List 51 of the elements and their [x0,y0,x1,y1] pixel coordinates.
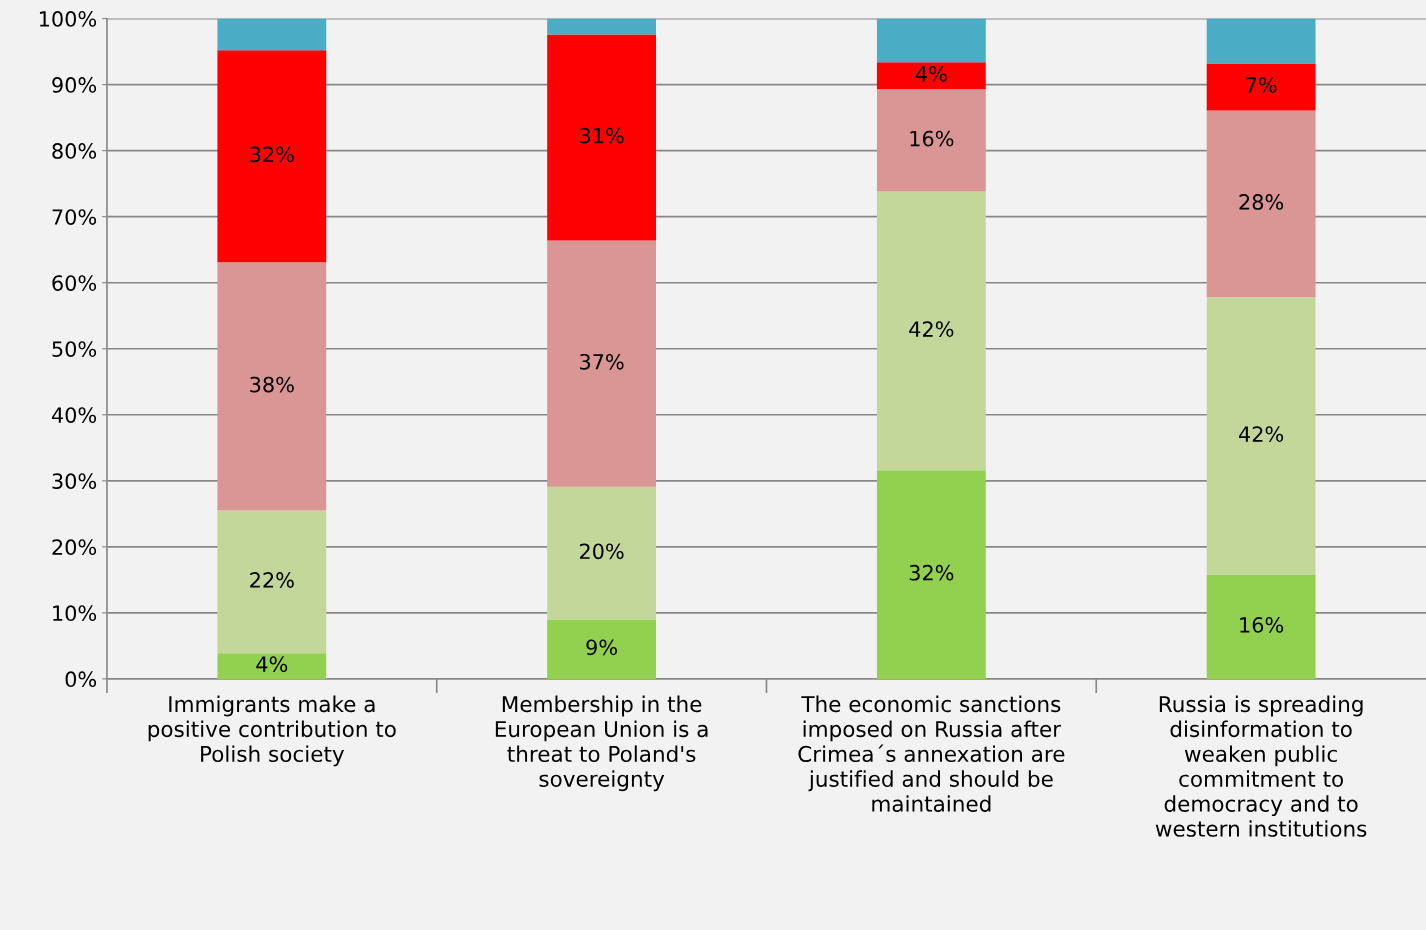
x-tick-label: Immigrants make a positive contribution to Polish society [148,695,396,767]
data-label: 42% [1238,426,1284,442]
data-label: 4% [256,656,288,673]
data-label: 9% [586,639,617,656]
data-label: 22% [250,572,294,588]
y-tick-label: 40% [51,407,97,423]
x-tick-label: Membership in the European Union is a threat to Poland's sovereignty [495,695,708,792]
bar [547,619,656,679]
bar [1206,110,1316,298]
data-label: 38% [250,376,294,393]
bar [1206,18,1316,64]
data-label: 4% [915,66,947,82]
y-tick-label: 50% [52,341,97,357]
data-label: 16% [1240,617,1284,633]
bar [1206,297,1316,575]
bar [876,191,986,471]
bar [217,262,327,511]
bar [547,34,656,241]
y-tick-label: 30% [52,473,97,490]
bar [876,470,986,679]
bar [217,653,327,679]
data-label: 31% [580,127,624,144]
y-tick-label: 10% [53,605,97,622]
y-tick-label: 90% [52,77,97,93]
bar [876,18,986,63]
bar [1206,63,1316,111]
bar [876,62,986,90]
bar [217,18,327,51]
data-label: 32% [909,564,954,581]
y-tick-label: 60% [52,275,97,291]
y-tick-label: 0% [65,671,97,688]
y-tick-label: 20% [52,539,97,556]
data-label: 42% [909,321,954,337]
data-label: 7% [1246,77,1277,93]
y-tick-label: 70% [52,209,97,225]
bar [217,510,327,654]
bar [217,50,327,263]
data-label: 20% [579,543,624,560]
data-label: 28% [1239,194,1284,210]
data-label: 37% [580,353,624,370]
y-tick-label: 100% [39,11,97,27]
bar [876,89,986,192]
bar [547,18,656,35]
bar [1206,574,1316,679]
x-tick-label: Russia is spreading disinformation to weaken public commitment to democracy and to western institutions [1155,695,1367,837]
y-tick-label: 80% [52,143,97,159]
bar [547,240,656,487]
bar [547,486,656,620]
data-label: 32% [250,146,294,163]
x-tick-label: The economic sanctions imposed on Russia after Crimea´s annexation are justified and should be maintained [798,695,1065,812]
data-label: 16% [910,130,954,147]
